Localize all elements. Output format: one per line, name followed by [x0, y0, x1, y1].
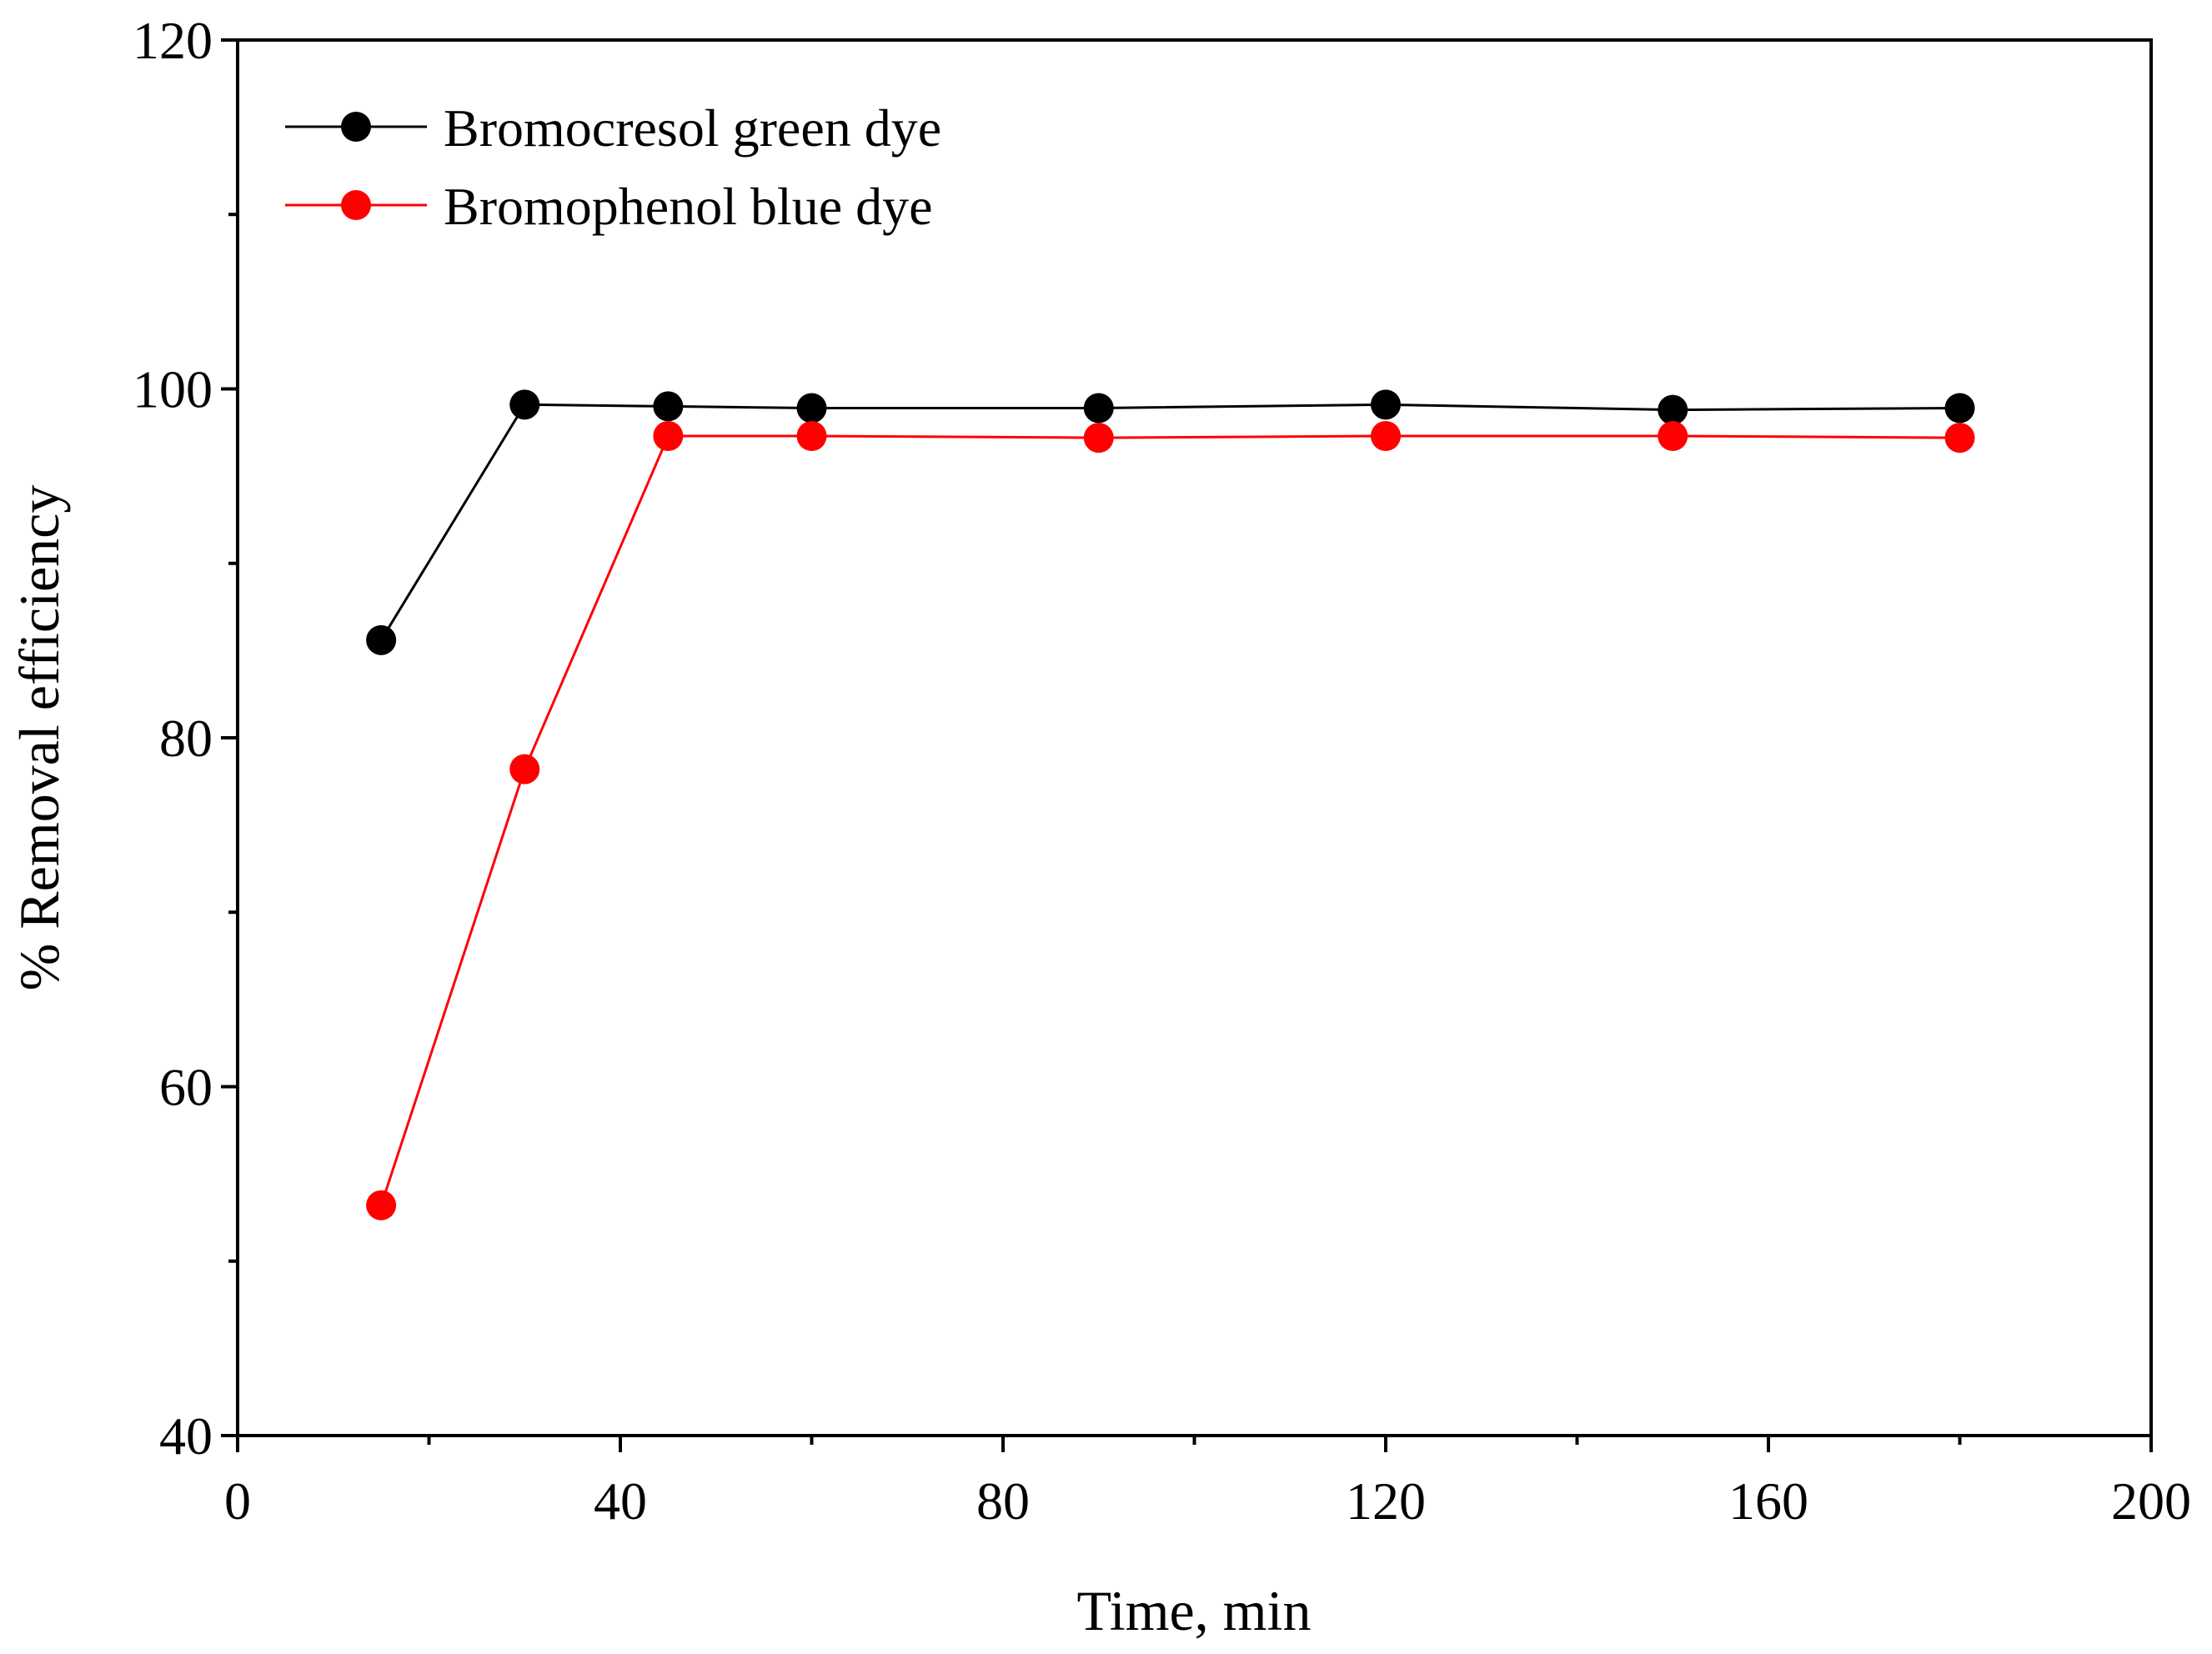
legend: Bromocresol green dye Bromophenol blue d…	[285, 98, 941, 236]
data-point	[509, 389, 540, 420]
y-tick-label: 120	[133, 11, 213, 70]
data-point	[1658, 420, 1688, 451]
x-tick-label: 80	[976, 1471, 1030, 1531]
data-point	[1083, 393, 1114, 424]
legend-marker-bromocresol	[341, 112, 371, 142]
y-tick-label: 100	[133, 360, 213, 419]
x-axis-label: Time, min	[1077, 1579, 1312, 1642]
series-layer	[366, 389, 1975, 1220]
legend-label-bromophenol: Bromophenol blue dye	[444, 177, 933, 236]
data-point	[366, 1190, 397, 1220]
y-axis-label: % Removal efficiency	[8, 485, 71, 991]
data-point	[653, 420, 684, 451]
x-tick-label: 0	[224, 1471, 251, 1531]
y-tick-label: 40	[159, 1406, 213, 1466]
y-tick-label: 80	[159, 709, 213, 768]
y-tick-label: 60	[159, 1058, 213, 1117]
x-tick-label: 160	[1728, 1471, 1808, 1531]
data-point	[1371, 420, 1401, 451]
data-point	[1083, 423, 1114, 454]
legend-marker-bromophenol	[341, 190, 371, 220]
series-line	[379, 403, 1960, 641]
data-point	[796, 420, 827, 451]
axis-ticks	[221, 38, 2153, 1452]
x-tick-label: 200	[2111, 1471, 2191, 1531]
series-2	[366, 420, 1975, 1220]
data-point	[366, 624, 397, 655]
x-tick-label: 120	[1346, 1471, 1426, 1531]
x-tick-label: 40	[594, 1471, 647, 1531]
data-point	[796, 393, 827, 424]
legend-label-bromocresol: Bromocresol green dye	[444, 98, 941, 158]
data-point	[1658, 394, 1688, 425]
data-point	[653, 391, 684, 422]
series-1	[366, 389, 1975, 655]
series-line	[379, 434, 1960, 1206]
data-point	[509, 754, 540, 784]
data-point	[1944, 393, 1975, 424]
data-point	[1944, 423, 1975, 454]
plot-frame	[236, 38, 2153, 1437]
data-point	[1371, 389, 1401, 420]
